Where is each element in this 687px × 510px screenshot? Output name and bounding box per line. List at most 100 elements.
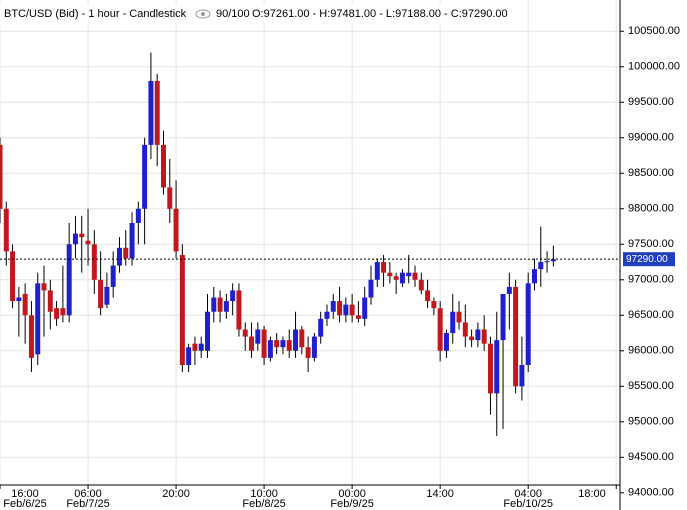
candle-body — [22, 293, 28, 316]
candle-body — [230, 290, 236, 302]
candle-body — [355, 315, 361, 319]
candle-count: 90/100 — [216, 8, 250, 20]
candle-body — [494, 340, 500, 394]
y-tick-label: 97500.00 — [628, 238, 674, 250]
candle-body — [267, 340, 273, 358]
candle-body — [381, 262, 387, 273]
candle-body — [311, 336, 317, 358]
candle-body — [406, 272, 412, 277]
candle-body — [506, 286, 512, 294]
candle-body — [192, 343, 198, 351]
candle-body — [349, 304, 355, 316]
candles — [0, 52, 620, 437]
candle-body — [261, 329, 267, 358]
candle-body — [110, 265, 116, 287]
axes: 94000.00 94500.00 95000.00 95500.00 96000.00… — [0, 25, 680, 510]
x-tick-label: 16:00 — [11, 488, 39, 500]
candle-body — [412, 272, 418, 280]
y-tick-label: 100500.00 — [628, 25, 680, 37]
candle-body — [481, 329, 487, 344]
candle-body — [531, 269, 537, 284]
candle-body — [205, 311, 211, 351]
candle-body — [475, 329, 481, 341]
candle-body — [91, 244, 97, 280]
candle-body — [35, 283, 41, 355]
candle-body — [54, 308, 60, 319]
candle-body — [374, 262, 380, 280]
candle-body — [198, 343, 204, 351]
header-bg — [0, 4, 520, 24]
candle-body — [462, 322, 468, 337]
x-tick-label: 18:00 — [578, 488, 606, 500]
candle-body — [362, 297, 368, 319]
candle-body — [41, 283, 47, 291]
candle-body — [393, 276, 399, 280]
x-date-label: Feb/9/25 — [330, 498, 373, 510]
eye-icon[interactable] — [195, 9, 211, 19]
y-tick-label: 96500.00 — [628, 309, 674, 321]
candle-body — [443, 333, 449, 351]
candle-body — [142, 144, 148, 209]
candle-body — [98, 279, 104, 309]
candle-body — [79, 233, 85, 238]
candle-body — [167, 187, 173, 209]
candle-body — [60, 308, 66, 316]
x-tick-label: 20:00 — [162, 488, 190, 500]
candle-body — [186, 347, 192, 365]
candle-body — [3, 208, 9, 252]
y-tick-label: 96000.00 — [628, 345, 674, 357]
candle-body — [431, 301, 437, 309]
candle-body — [469, 336, 475, 341]
candle-body — [16, 297, 22, 302]
candle-body — [72, 233, 78, 245]
candle-body — [10, 251, 16, 302]
y-tick-label: 98500.00 — [628, 167, 674, 179]
candle-body — [85, 240, 91, 245]
candle-body — [47, 290, 53, 312]
candle-body — [154, 80, 160, 145]
y-tick-label: 99500.00 — [628, 96, 674, 108]
last-price-box — [623, 252, 675, 267]
candle-body — [324, 311, 330, 319]
candle-body — [242, 329, 248, 337]
candle-body — [28, 315, 34, 358]
y-tick-label: 94000.00 — [628, 487, 674, 499]
candle-body — [318, 318, 324, 337]
ohlc-readout: O:97261.00 - H:97481.00 - L:97188.00 - C… — [252, 8, 508, 20]
candle-body — [550, 259, 556, 262]
candle-body — [513, 286, 519, 387]
y-tick-label: 95000.00 — [628, 416, 674, 428]
candle-body — [437, 308, 443, 351]
candle-body — [129, 222, 135, 259]
candle-body — [538, 262, 544, 270]
x-tick-label: 06:00 — [74, 488, 102, 500]
candle-body — [0, 144, 3, 209]
candle-body — [368, 279, 374, 298]
candle-body — [418, 279, 424, 291]
x-tick-label: 04:00 — [514, 488, 542, 500]
candle-body — [179, 254, 185, 365]
candle-body — [116, 247, 122, 266]
candle-body — [135, 208, 141, 223]
candle-body — [399, 272, 405, 284]
header: BTC/USD (Bid) - 1 hour - Candlestick 90/… — [0, 4, 520, 24]
candle-body — [255, 329, 261, 344]
candle-body — [249, 336, 255, 351]
candle-body — [305, 347, 311, 358]
candle-body — [337, 301, 343, 316]
y-tick-label: 95500.00 — [628, 380, 674, 392]
y-tick-label: 100000.00 — [628, 61, 680, 73]
candle-body — [387, 272, 393, 277]
candle-body — [343, 304, 349, 316]
candle-body — [456, 311, 462, 323]
candle-body — [299, 329, 305, 348]
candle-body — [211, 297, 217, 312]
candle-body — [236, 290, 242, 330]
x-date-label: Feb/10/25 — [503, 498, 553, 510]
candle-body — [286, 340, 292, 351]
candle-body — [160, 144, 166, 188]
x-tick-label: 14:00 — [426, 488, 454, 500]
candle-body — [66, 244, 72, 316]
candle-body — [500, 293, 506, 341]
